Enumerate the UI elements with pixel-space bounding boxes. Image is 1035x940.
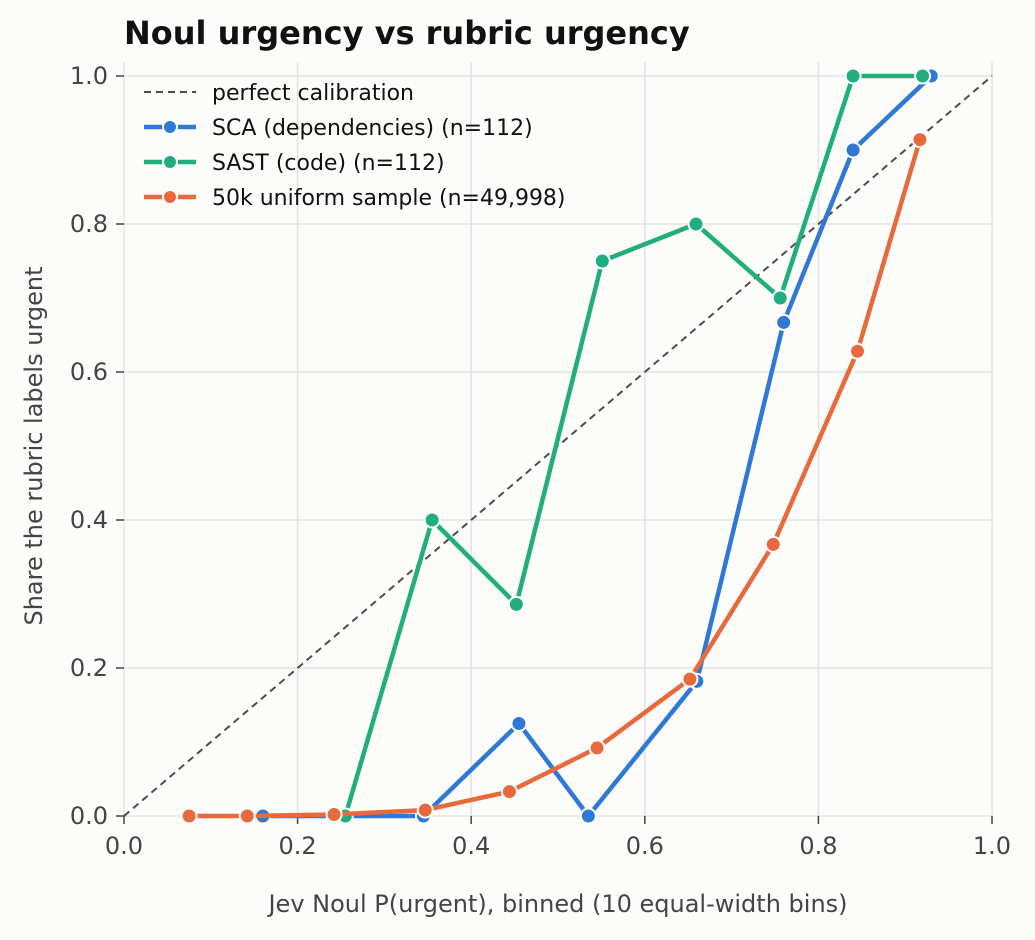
legend-marker — [162, 119, 178, 135]
data-point — [579, 807, 597, 825]
data-point — [771, 289, 789, 307]
series-2 — [180, 131, 929, 825]
data-point — [914, 67, 932, 85]
y-tick-label: 0.4 — [70, 506, 108, 534]
data-point — [500, 783, 518, 801]
y-axis-label: Share the rubric labels urgent — [20, 266, 48, 625]
data-point — [416, 801, 434, 819]
x-tick-label: 0.0 — [105, 832, 143, 860]
legend-entry-0: SCA (dependencies) (n=112) — [144, 116, 533, 141]
data-point — [681, 670, 699, 688]
y-tick-label: 0.6 — [70, 358, 108, 386]
y-tick-label: 0.0 — [70, 802, 108, 830]
data-point — [588, 739, 606, 757]
legend-entry-reference: perfect calibration — [144, 81, 414, 106]
legend-label: SAST (code) (n=112) — [212, 151, 445, 176]
legend: perfect calibration SCA (dependencies) (n… — [144, 81, 566, 211]
series-group — [180, 67, 940, 825]
legend-label: 50k uniform sample (n=49,998) — [212, 186, 566, 211]
x-tick-label: 0.4 — [452, 832, 490, 860]
data-point — [238, 807, 256, 825]
data-point — [848, 342, 866, 360]
legend-entry-1: SAST (code) (n=112) — [144, 151, 445, 176]
x-tick-label: 1.0 — [973, 832, 1011, 860]
data-point — [423, 511, 441, 529]
legend-label: SCA (dependencies) (n=112) — [212, 116, 533, 141]
data-point — [764, 535, 782, 553]
x-axis-label: Jev Noul P(urgent), binned (10 equal-wid… — [266, 890, 847, 918]
data-point — [844, 67, 862, 85]
series-line — [343, 73, 925, 819]
data-point — [593, 252, 611, 270]
legend-marker — [162, 154, 178, 170]
x-tick-label: 0.8 — [799, 832, 837, 860]
data-point — [775, 313, 793, 331]
x-tick-label: 0.2 — [279, 832, 317, 860]
y-tick-label: 0.2 — [70, 654, 108, 682]
data-point — [510, 715, 528, 732]
chart-title: Noul urgency vs rubric urgency — [124, 14, 690, 52]
data-point — [844, 141, 862, 159]
y-tick-label: 0.8 — [70, 210, 108, 238]
series-0 — [254, 67, 940, 825]
data-point — [911, 131, 929, 149]
tick-labels: 0.0 0.2 0.4 0.6 0.8 1.0 0.0 0.2 0.4 0.6 0.8 1.0 — [70, 62, 1011, 860]
data-point — [507, 595, 525, 613]
legend-marker — [162, 189, 178, 205]
series-line — [186, 137, 923, 819]
data-point — [687, 215, 705, 233]
data-point — [325, 806, 343, 824]
x-tick-label: 0.6 — [626, 832, 664, 860]
legend-entry-2: 50k uniform sample (n=49,998) — [144, 186, 566, 211]
y-tick-label: 1.0 — [70, 62, 108, 90]
data-point — [180, 807, 198, 825]
series-1 — [336, 67, 932, 825]
legend-label: perfect calibration — [212, 81, 414, 106]
